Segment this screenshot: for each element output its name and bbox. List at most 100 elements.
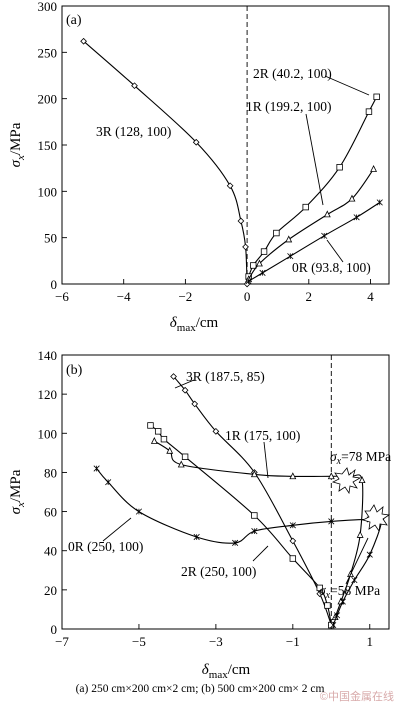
- data-point-2r-b: [289, 555, 297, 562]
- leader-1R-a: [305, 113, 324, 206]
- data-point-0r-a: [245, 278, 252, 285]
- sigma-78-sub: x: [336, 456, 342, 467]
- y-tick-label: 50: [44, 231, 57, 246]
- plot-frame-a: [61, 5, 390, 285]
- series-line-2r-a: [248, 96, 378, 277]
- data-point-2r-a: [250, 262, 257, 269]
- data-point-3r-a: [237, 217, 245, 225]
- series-b: [93, 355, 385, 629]
- xlabel-b-main: δ: [202, 662, 210, 678]
- data-point-0r-a: [259, 269, 266, 276]
- plot-frame-b: [61, 354, 390, 630]
- data-point-0r-b: [135, 508, 143, 515]
- data-point-1r-a: [370, 164, 378, 172]
- x-tick-label: −2: [178, 289, 192, 304]
- data-point-2r-b: [251, 512, 258, 519]
- data-point-2r-b: [154, 428, 162, 435]
- series-a: [80, 6, 383, 288]
- label-1R-a: 1R (199.2, 100): [246, 99, 332, 114]
- data-point-2r-b: [328, 621, 335, 629]
- data-point-2r-a: [336, 164, 343, 171]
- label-2R-b: 2R (250, 100): [181, 564, 256, 579]
- label-3R-b: 3R (187.5, 85): [186, 369, 265, 384]
- label-3R-a: 3R (128, 100): [96, 124, 171, 139]
- data-point-1r-a: [255, 259, 263, 267]
- ylabel-a-main: σ: [8, 159, 24, 167]
- figure-caption: (a) 250 cm×200 cm×2 cm; (b) 500 cm×200 c…: [75, 683, 325, 695]
- data-point-2r-b: [181, 453, 189, 460]
- data-point-3r-b: [170, 373, 177, 380]
- xlabel-a-unit: /cm: [196, 315, 219, 331]
- y-tick-label: 0: [51, 622, 58, 637]
- x-tick-label: −6: [55, 289, 69, 304]
- leader-2R-a: [324, 75, 370, 96]
- data-point-3r-a: [192, 138, 200, 146]
- ylabel-b-main: σ: [8, 506, 24, 514]
- data-point-2r-a: [365, 108, 373, 115]
- data-point-0r-a: [287, 253, 294, 260]
- data-point-3r-b: [212, 427, 220, 435]
- ylabel-b-unit: /MPa: [8, 469, 24, 502]
- leader-0R-a: [326, 239, 344, 263]
- x-tick-label: −7: [55, 634, 69, 649]
- data-point-0r-b: [339, 598, 346, 605]
- xlabel-a-main: δ: [170, 315, 178, 331]
- data-point-0r-b: [366, 551, 373, 558]
- data-point-2r-a: [302, 203, 309, 211]
- x-tick-label: −3: [209, 634, 223, 649]
- panel-label-a: (a): [66, 13, 82, 28]
- y-tick-label: 200: [38, 92, 58, 107]
- y-tick-label: 0: [51, 277, 58, 292]
- y-tick-label: 250: [38, 45, 58, 60]
- data-point-3r-a: [242, 243, 249, 251]
- label-sigma-78: σx=78 MPa: [330, 449, 391, 467]
- label-1R-b: 1R (175, 100): [225, 428, 300, 443]
- leaders-a: [305, 75, 370, 263]
- leaders-b: [102, 379, 369, 585]
- series-line-3r-a: [83, 40, 248, 285]
- data-point-3r-a: [226, 182, 234, 190]
- xlabel-b-sub: max: [209, 669, 228, 680]
- y-tick-label: 150: [38, 138, 58, 153]
- series-line-3r-b: [173, 376, 332, 626]
- label-sigma-58: σx=58 MPa: [319, 583, 380, 601]
- data-point-0r-a: [376, 199, 383, 206]
- series-line-2r-b: [150, 425, 332, 626]
- sigma-58-sub: x: [325, 590, 331, 601]
- xlabel-a: δmax/cm: [170, 315, 219, 334]
- panel-label-b: (b): [66, 363, 83, 378]
- data-point-0r-b: [351, 576, 358, 584]
- series-line-0r-a: [248, 202, 380, 282]
- data-point-3r-b: [191, 400, 199, 408]
- x-tick-label: 1: [367, 634, 374, 649]
- data-point-0r-b: [328, 518, 335, 525]
- sigma-58-main: σ: [319, 583, 327, 598]
- x-tick-label: 0: [244, 289, 251, 304]
- y-tick-label: 80: [44, 465, 57, 480]
- watermark: ©中国金属在线: [319, 691, 394, 703]
- label-0R-b: 0R (250, 100): [68, 539, 143, 554]
- data-point-1r-b: [166, 446, 174, 454]
- data-point-0r-b: [105, 479, 112, 486]
- ylabel-b-sub: x: [15, 502, 27, 508]
- xlabel-b-unit: /cm: [228, 662, 251, 678]
- data-point-2r-b: [147, 422, 154, 429]
- data-point-0r-b: [193, 533, 200, 541]
- data-point-2r-a: [260, 248, 268, 255]
- starburst-78: [331, 467, 362, 495]
- data-point-1r-b: [177, 460, 185, 468]
- leader-0R-b: [102, 517, 132, 542]
- data-point-3r-a: [80, 37, 87, 45]
- sigma-58-value: =58 MPa: [330, 583, 380, 598]
- data-point-1r-b: [150, 437, 158, 444]
- y-tick-label: 300: [38, 0, 58, 14]
- data-point-0r-b: [333, 612, 341, 619]
- ticks-b: −7 −5 −3 −1 1 0 20 40 60 80 100 120 140: [38, 348, 374, 649]
- data-point-0r-b: [251, 528, 258, 535]
- x-tick-label: 2: [306, 289, 313, 304]
- x-tick-label: −1: [286, 634, 300, 649]
- leader-1R-b: [263, 441, 269, 479]
- y-tick-label: 40: [44, 544, 57, 559]
- data-point-1r-a: [323, 210, 331, 218]
